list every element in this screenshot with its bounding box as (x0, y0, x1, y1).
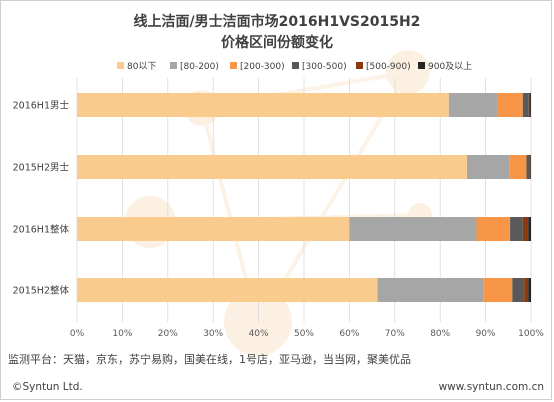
bar-segment (448, 93, 498, 117)
x-tick-label: 40% (249, 329, 269, 339)
bar-segment (528, 217, 531, 241)
legend-label: [300-500) (302, 62, 347, 72)
legend-swatch (418, 62, 425, 69)
bar-segment (77, 93, 449, 117)
legend-swatch (170, 62, 177, 69)
category-label: 2016H1男士 (13, 100, 70, 112)
legend-swatch (356, 62, 363, 69)
chart-title: 线上洁面/男士洁面市场2016H1VS2015H2 (134, 13, 421, 30)
bar-segment (528, 93, 531, 117)
legend-swatch (230, 62, 237, 69)
x-tick-label: 70% (385, 329, 405, 339)
bar-segment (483, 278, 513, 302)
legend-swatch (292, 62, 299, 69)
legend: 80以下 [80-200) [200-300) [300-500) [500-900) 9… (117, 61, 472, 72)
legend-label: [200-300) (240, 62, 285, 72)
bar-segment (509, 155, 527, 179)
legend-label: [500-900) (366, 62, 411, 72)
bar-segment (77, 278, 378, 302)
bar-segment (522, 217, 529, 241)
bar-segment (497, 93, 523, 117)
x-tick-label: 0% (70, 329, 85, 339)
category-label: 2016H1整体 (13, 224, 70, 236)
platforms-note: 监测平台：天猫，京东，苏宁易购，国美在线，1号店，亚马逊，当当网，聚美优品 (8, 352, 411, 366)
legend-label: 900及以上 (428, 61, 472, 72)
x-tick-label: 10% (112, 329, 132, 339)
bar-segment (512, 278, 525, 302)
x-tick-label: 30% (203, 329, 223, 339)
x-tick-label: 50% (294, 329, 314, 339)
bar-segment (349, 217, 477, 241)
x-tick-label: 100% (518, 329, 544, 339)
legend-label: 80以下 (127, 62, 156, 72)
bar-segment (77, 217, 350, 241)
x-tick-label: 20% (158, 329, 178, 339)
x-tick-label: 60% (339, 329, 359, 339)
bar-segment (530, 93, 531, 117)
bar-segment (528, 278, 531, 302)
chart-subtitle: 价格区间份额变化 (221, 34, 333, 51)
bar-segment (522, 93, 529, 117)
bar-segment (524, 278, 529, 302)
category-label: 2015H2男士 (13, 162, 70, 174)
bar-segment (77, 155, 467, 179)
bar-segment (526, 155, 531, 179)
bar-segment (377, 278, 484, 302)
copyright-text: ©Syntun Ltd. (12, 381, 83, 393)
legend-label: [80-200) (180, 62, 219, 72)
category-label: 2015H2整体 (13, 285, 70, 297)
bar-segment (476, 217, 511, 241)
x-tick-label: 90% (476, 329, 496, 339)
bar-segment (510, 217, 523, 241)
bar-segment (466, 155, 510, 179)
category-labels: 2016H1男士 2015H2男士 2016H1整体 2015H2整体 (13, 100, 70, 297)
website-text: www.syntun.com.cn (439, 381, 544, 393)
x-tick-label: 80% (430, 329, 450, 339)
legend-swatch (117, 62, 124, 69)
bars (77, 93, 531, 302)
x-tick-labels: 0% 10% 20% 30% 40% 50% 60% 70% 80% 90% 100% (70, 329, 544, 339)
